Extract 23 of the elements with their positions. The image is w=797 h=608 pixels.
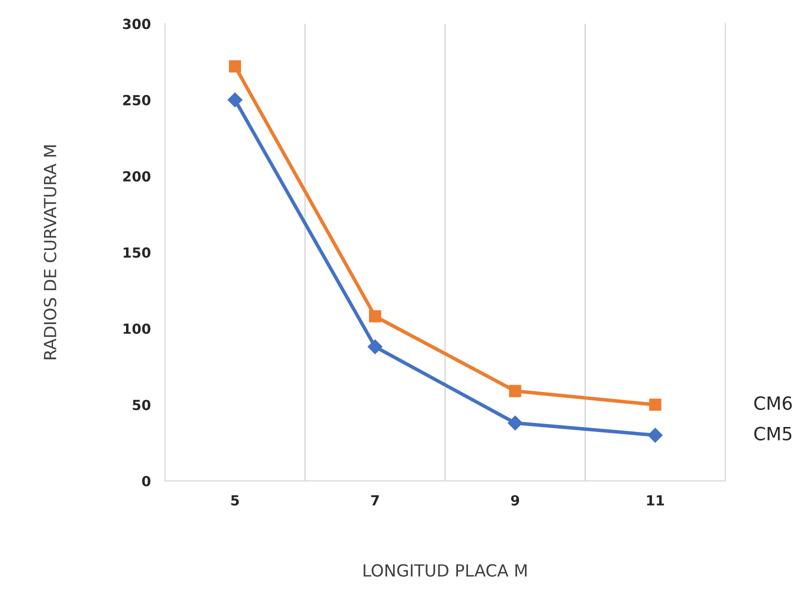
- y-tick-label: 0: [142, 476, 150, 486]
- y-tick-label: 100: [124, 323, 150, 334]
- point: [509, 384, 522, 398]
- point: [369, 310, 382, 322]
- y-axis-title: RADIOS DE CURVATURA M: [44, 145, 56, 360]
- point: [649, 398, 662, 411]
- point: [368, 339, 382, 354]
- x-tick-label: 11: [647, 495, 664, 506]
- point: [648, 428, 663, 443]
- text: CM6: [754, 396, 792, 410]
- x-axis-title: LONGITUD PLACA M: [364, 564, 527, 577]
- x-tick-label: 9: [511, 495, 520, 506]
- y-tick-label: 150: [124, 247, 150, 258]
- point: [228, 60, 242, 72]
- y-tick-label: 300: [123, 18, 150, 30]
- x-tick-label: 5: [231, 495, 239, 506]
- y-tick-label: 250: [123, 94, 150, 106]
- x-tick-label: 7: [371, 495, 379, 506]
- y-tick-label: 200: [123, 171, 150, 182]
- text: CM5: [754, 426, 792, 440]
- point: [228, 92, 242, 108]
- y-tick-label: 50: [132, 400, 150, 410]
- point: [508, 416, 523, 430]
